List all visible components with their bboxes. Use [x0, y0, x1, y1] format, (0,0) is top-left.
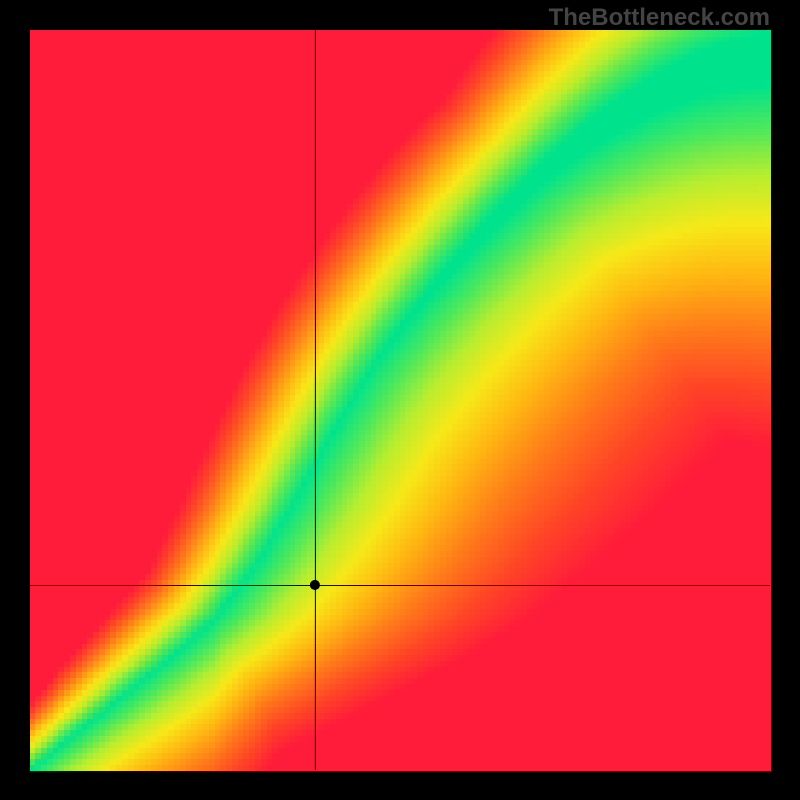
bottleneck-heatmap [0, 0, 800, 800]
watermark-text: TheBottleneck.com [549, 4, 770, 32]
